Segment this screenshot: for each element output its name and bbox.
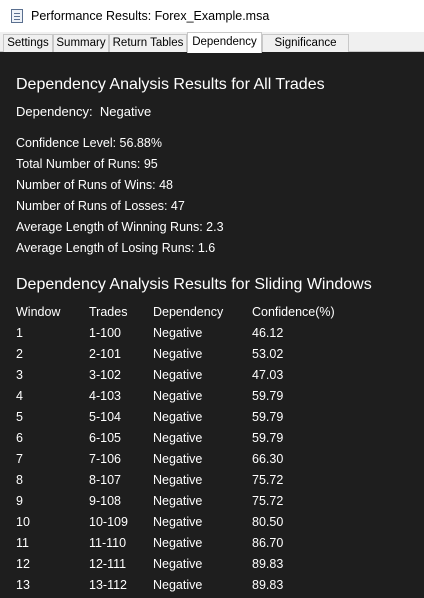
document-icon	[11, 9, 23, 23]
table-row: 10 10-109 Negative 80.50	[0, 515, 424, 536]
total-runs: Total Number of Runs: 95	[16, 157, 158, 171]
dependency-cell: Negative	[153, 368, 203, 382]
window-cell: 3	[16, 368, 23, 382]
dependency-cell: Negative	[153, 389, 203, 403]
window-cell: 2	[16, 347, 23, 361]
confidence-cell: 46.12	[252, 326, 284, 340]
dependency-cell: Negative	[153, 326, 203, 340]
dependency-cell: Negative	[153, 431, 203, 445]
table-row: 11 11-110 Negative 86.70	[0, 536, 424, 557]
runs-of-wins: Number of Runs of Wins: 48	[16, 178, 174, 192]
trades-cell: 6-105	[89, 431, 121, 445]
table-row: 7 7-106 Negative 66.30	[0, 452, 424, 473]
table-row: 3 3-102 Negative 47.03	[0, 368, 424, 389]
trades-cell: 8-107	[89, 473, 121, 487]
dependency-cell: Negative	[153, 557, 203, 571]
dependency-cell: Negative	[153, 515, 203, 529]
dependency-cell: Negative	[153, 494, 203, 508]
window-title: Performance Results: Forex_Example.msa	[31, 9, 270, 23]
trades-cell: 3-102	[89, 368, 121, 382]
tab-significance-test[interactable]: Significance Test	[262, 34, 349, 65]
dependency-cell: Negative	[153, 536, 203, 550]
window-cell: 4	[16, 389, 23, 403]
window-cell: 7	[16, 452, 23, 466]
table-row: 4 4-103 Negative 59.79	[0, 389, 424, 410]
table-row: 13 13-112 Negative 89.83	[0, 578, 424, 598]
dependency-cell: Negative	[153, 452, 203, 466]
dependency-cell: Negative	[153, 578, 203, 592]
confidence-cell: 47.03	[252, 368, 284, 382]
table-row: 2 2-101 Negative 53.02	[0, 347, 424, 368]
trades-cell: 10-109	[89, 515, 128, 529]
column-header-trades: Trades	[89, 305, 128, 319]
tab-return-tables[interactable]: Return Tables	[109, 34, 187, 52]
confidence-cell: 75.72	[252, 494, 284, 508]
trades-cell: 12-111	[89, 557, 127, 571]
confidence-cell: 89.83	[252, 578, 284, 592]
dependency-cell: Negative	[153, 473, 203, 487]
trades-cell: 1-100	[89, 326, 121, 340]
column-header-window: Window	[16, 305, 61, 319]
column-header-confidence: Confidence(%)	[252, 305, 335, 319]
trades-cell: 11-110	[89, 536, 127, 550]
trades-cell: 7-106	[89, 452, 121, 466]
tab-dependency[interactable]: Dependency	[187, 32, 262, 53]
dependency-label: Dependency:	[16, 104, 93, 119]
window-cell: 10	[16, 515, 30, 529]
tab-summary[interactable]: Summary	[53, 34, 109, 52]
dependency-cell: Negative	[153, 347, 203, 361]
confidence-cell: 86.70	[252, 536, 284, 550]
dependency-line: Dependency: Negative	[16, 104, 151, 119]
table-row: 12 12-111 Negative 89.83	[0, 557, 424, 578]
confidence-cell: 53.02	[252, 347, 284, 361]
avg-losing-run: Average Length of Losing Runs: 1.6	[16, 241, 216, 255]
trades-cell: 5-104	[89, 410, 121, 424]
trades-cell: 9-108	[89, 494, 121, 508]
table-row: 5 5-104 Negative 59.79	[0, 410, 424, 431]
dependency-value: Negative	[99, 104, 152, 119]
window-cell: 13	[16, 578, 30, 592]
trades-cell: 13-112	[89, 578, 127, 592]
window-cell: 6	[16, 431, 23, 445]
table-row: 8 8-107 Negative 75.72	[0, 473, 424, 494]
trades-cell: 4-103	[89, 389, 121, 403]
confidence-cell: 59.79	[252, 431, 284, 445]
all-trades-heading: Dependency Analysis Results for All Trad…	[16, 76, 325, 93]
confidence-cell: 75.72	[252, 473, 284, 487]
avg-winning-run: Average Length of Winning Runs: 2.3	[16, 220, 224, 234]
sliding-windows-heading: Dependency Analysis Results for Sliding …	[16, 276, 372, 293]
window-cell: 1	[16, 326, 23, 340]
window-cell: 5	[16, 410, 23, 424]
window-cell: 12	[16, 557, 30, 571]
confidence-cell: 59.79	[252, 389, 284, 403]
table-row: 1 1-100 Negative 46.12	[0, 326, 424, 347]
confidence-cell: 89.83	[252, 557, 284, 571]
column-header-dependency: Dependency	[153, 305, 224, 319]
dependency-cell: Negative	[153, 410, 203, 424]
confidence-cell: 80.50	[252, 515, 284, 529]
confidence-level: Confidence Level: 56.88%	[16, 136, 162, 150]
tab-settings[interactable]: Settings	[3, 34, 53, 52]
window-cell: 11	[16, 536, 29, 550]
table-row: 6 6-105 Negative 59.79	[0, 431, 424, 452]
table-row: 9 9-108 Negative 75.72	[0, 494, 424, 515]
confidence-cell: 59.79	[252, 410, 284, 424]
trades-cell: 2-101	[89, 347, 121, 361]
results-panel: Dependency Analysis Results for All Trad…	[0, 52, 424, 598]
window-cell: 9	[16, 494, 23, 508]
title-bar: Performance Results: Forex_Example.msa	[0, 0, 424, 32]
tab-bar: Settings Summary Return Tables Dependenc…	[0, 32, 424, 65]
confidence-cell: 66.30	[252, 452, 284, 466]
runs-of-losses: Number of Runs of Losses: 47	[16, 199, 185, 213]
window-cell: 8	[16, 473, 23, 487]
